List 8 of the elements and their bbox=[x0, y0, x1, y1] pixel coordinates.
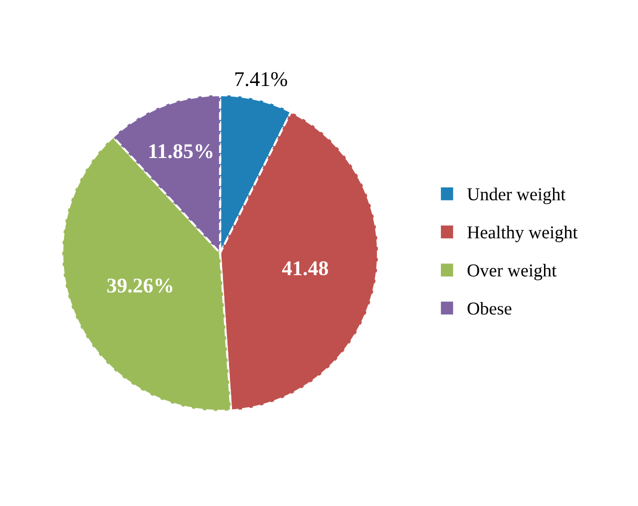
legend-label: Healthy weight bbox=[467, 226, 578, 242]
data-label: 7.41% bbox=[235, 72, 288, 86]
data-label: 39.26% bbox=[107, 278, 172, 293]
legend-label: Under weight bbox=[467, 188, 566, 204]
data-label: 41.48 bbox=[282, 261, 328, 276]
legend-label: Over weight bbox=[468, 264, 557, 280]
data-label: 11.85% bbox=[149, 144, 212, 158]
legend-label: Obese bbox=[468, 302, 512, 315]
